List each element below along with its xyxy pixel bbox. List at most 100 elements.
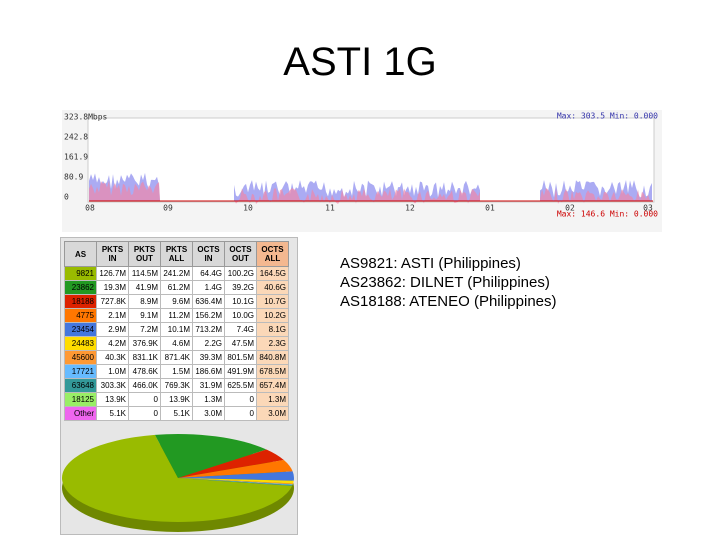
table-cell: 491.9M xyxy=(224,364,257,379)
table-row: 23454 2.9M 7.2M 10.1M 713.2M 7.4G 8.1G xyxy=(64,322,289,337)
table-cell: 871.4K xyxy=(160,350,193,365)
table-row: 17721 1.0M 478.6K 1.5M 186.6M 491.9M 678.5M xyxy=(64,364,289,379)
pie-slice xyxy=(62,434,293,522)
table-cell: 801.5M xyxy=(224,350,257,365)
column-header: OCTS ALL xyxy=(256,241,289,267)
y-label: 0 xyxy=(64,193,69,202)
table-cell: 186.6M xyxy=(192,364,225,379)
table-cell: 10.7G xyxy=(256,294,289,309)
note: AS9821: ASTI (Philippines) xyxy=(340,255,521,272)
pie-slice xyxy=(178,478,294,485)
as-cell: 24483 xyxy=(64,336,97,351)
x-label: 11 xyxy=(325,204,335,213)
table-cell: 13.9K xyxy=(96,392,129,407)
y-label: 161.9 xyxy=(64,153,88,162)
table-cell: 0 xyxy=(128,392,161,407)
table-cell: 4.6M xyxy=(160,336,193,351)
table-cell: 126.7M xyxy=(96,266,129,281)
table-cell: 7.4G xyxy=(224,322,257,337)
table-cell: 769.3K xyxy=(160,378,193,393)
table-cell: 156.2M xyxy=(192,308,225,323)
table-cell: 31.9M xyxy=(192,378,225,393)
table-cell: 3.0M xyxy=(192,406,225,421)
table-cell: 636.4M xyxy=(192,294,225,309)
table-cell: 19.3M xyxy=(96,280,129,295)
pie-slice xyxy=(178,478,293,486)
table-cell: 11.2M xyxy=(160,308,193,323)
column-header: AS xyxy=(64,241,97,267)
table-row: 18188 727.8K 8.9M 9.6M 636.4M 10.1G 10.7G xyxy=(64,294,289,309)
table-cell: 0 xyxy=(224,406,257,421)
table-cell: 0 xyxy=(224,392,257,407)
table-cell: 39.2G xyxy=(224,280,257,295)
table-cell: 2.9M xyxy=(96,322,129,337)
as-cell: 23454 xyxy=(64,322,97,337)
x-label: 12 xyxy=(405,204,415,213)
pie-slice xyxy=(178,459,293,478)
table-cell: 657.4M xyxy=(256,378,289,393)
table-cell: 13.9K xyxy=(160,392,193,407)
as-cell: 23862 xyxy=(64,280,97,295)
table-cell: 7.2M xyxy=(128,322,161,337)
notes: AS9821: ASTI (Philippines) AS23862: DILN… xyxy=(340,254,557,311)
slide-title: ASTI 1G xyxy=(283,40,437,84)
table-cell: 2.3G xyxy=(256,336,289,351)
as-cell: 45600 xyxy=(64,350,97,365)
table-cell: 5.1K xyxy=(160,406,193,421)
table-cell: 241.2M xyxy=(160,266,193,281)
column-header: PKTS OUT xyxy=(128,241,161,267)
table-cell: 47.5M xyxy=(224,336,257,351)
table-row: Other 5.1K 0 5.1K 3.0M 0 3.0M xyxy=(64,406,289,421)
table-row: 63648 303.3K 466.0K 769.3K 31.9M 625.5M 657.4M xyxy=(64,378,289,393)
table-cell: 39.3M xyxy=(192,350,225,365)
table-cell: 1.0M xyxy=(96,364,129,379)
table-cell: 114.5M xyxy=(128,266,161,281)
table-cell: 8.1G xyxy=(256,322,289,337)
as-cell: 4775 xyxy=(64,308,97,323)
as-cell: 17721 xyxy=(64,364,97,379)
table-cell: 625.5M xyxy=(224,378,257,393)
table-cell: 61.2M xyxy=(160,280,193,295)
column-header: OCTS OUT xyxy=(224,241,257,267)
y-label: 323.8Mbps xyxy=(64,113,108,122)
table-cell: 713.2M xyxy=(192,322,225,337)
pie-slice xyxy=(178,478,294,484)
table-cell: 10.2G xyxy=(256,308,289,323)
table-cell: 1.3M xyxy=(192,392,225,407)
table-cell: 40.3K xyxy=(96,350,129,365)
table-cell: 164.5G xyxy=(256,266,289,281)
max-in: Max: 303.5 Min: 0.000 xyxy=(557,112,658,121)
table-cell: 1.3M xyxy=(256,392,289,407)
table-cell: 4.2M xyxy=(96,336,129,351)
table-cell: 10.0G xyxy=(224,308,257,323)
table-cell: 100.2G xyxy=(224,266,257,281)
x-label: 01 xyxy=(485,204,495,213)
pie-chart xyxy=(62,434,294,532)
table-cell: 1.5M xyxy=(160,364,193,379)
table-cell: 10.1M xyxy=(160,322,193,337)
table-cell: 2.2G xyxy=(192,336,225,351)
x-label: 03 xyxy=(643,204,653,213)
as-cell: 63648 xyxy=(64,378,97,393)
pie-slice xyxy=(178,478,293,486)
table-cell: 5.1K xyxy=(96,406,129,421)
table-cell: 9.6M xyxy=(160,294,193,309)
x-label: 09 xyxy=(163,204,173,213)
x-label: 10 xyxy=(243,204,253,213)
pie-slice xyxy=(178,449,284,478)
table-cell: 478.6K xyxy=(128,364,161,379)
table-cell: 3.0M xyxy=(256,406,289,421)
table-cell: 1.4G xyxy=(192,280,225,295)
table-cell: 41.9M xyxy=(128,280,161,295)
table-row: 4775 2.1M 9.1M 11.2M 156.2M 10.0G 10.2G xyxy=(64,308,289,323)
traffic-out xyxy=(234,188,480,204)
pie-slice xyxy=(154,434,267,478)
x-label: 02 xyxy=(565,204,575,213)
table-cell: 64.4G xyxy=(192,266,225,281)
note: AS23862: DILNET (Philippines) xyxy=(340,274,550,291)
table-cell: 840.8M xyxy=(256,350,289,365)
traffic-areas xyxy=(89,172,653,204)
as-table: AS PKTS IN PKTS OUT PKTS ALL OCTS IN OCTS OUT… xyxy=(64,241,289,421)
table-cell: 2.1M xyxy=(96,308,129,323)
pie-slice xyxy=(178,471,294,481)
